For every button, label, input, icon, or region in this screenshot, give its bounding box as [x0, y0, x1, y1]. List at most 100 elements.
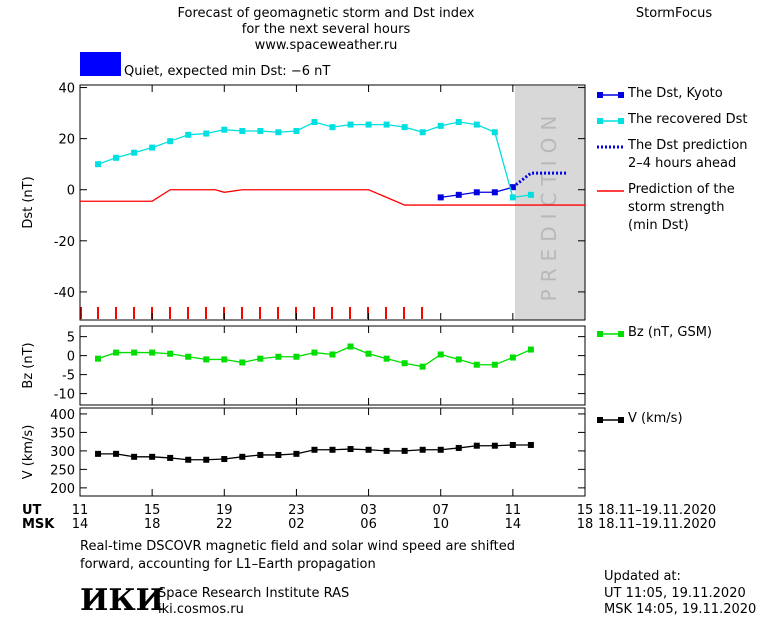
marker: [365, 121, 372, 128]
legend-entry: Prediction of the storm strength (min Ds…: [628, 182, 735, 233]
marker: [149, 453, 156, 460]
marker: [311, 349, 318, 356]
date-range: 18.11–19.11.2020: [598, 517, 716, 532]
marker: [311, 119, 318, 126]
x2-tick-label: 10: [432, 517, 449, 532]
marker: [167, 138, 174, 145]
marker: [113, 349, 120, 356]
marker: [185, 456, 192, 463]
status: Quiet, expected min Dst: −6 nT: [124, 64, 330, 79]
marker: [527, 346, 534, 353]
marker: [257, 451, 264, 458]
marker: [347, 343, 354, 350]
title-line: for the next several hours: [242, 22, 411, 37]
legend-entry: V (km/s): [628, 411, 683, 426]
marker: [473, 361, 480, 368]
x-tick-label: 19: [216, 503, 233, 518]
marker: [419, 446, 426, 453]
updated: MSK 14:05, 19.11.2020: [604, 602, 756, 617]
marker: [293, 450, 300, 457]
marker: [455, 444, 462, 451]
marker: [329, 446, 336, 453]
y-tick-label: 250: [50, 463, 75, 478]
marker: [131, 149, 138, 156]
marker: [329, 351, 336, 358]
y-tick-label: 0: [67, 184, 75, 199]
y-tick-label: 20: [58, 133, 75, 148]
marker: [527, 441, 534, 448]
series-line: [80, 189, 585, 206]
marker: [347, 121, 354, 128]
y-tick-label: 400: [50, 408, 75, 423]
x-tick-label: 03: [360, 503, 377, 518]
x-tick-label: 11: [505, 503, 522, 518]
data-flags: [80, 307, 423, 319]
marker: [419, 129, 426, 136]
marker: [239, 127, 246, 134]
marker: [221, 356, 228, 363]
y-tick-label: 300: [50, 445, 75, 460]
series-line: [97, 121, 531, 199]
legend-marker: [597, 331, 603, 337]
y-tick-label: 5: [67, 331, 75, 346]
x-tick-label: 11: [72, 503, 89, 518]
marker: [455, 191, 462, 198]
marker: [275, 353, 282, 360]
marker: [401, 124, 408, 131]
y-tick-label: 350: [50, 426, 75, 441]
marker: [365, 350, 372, 357]
legend-marker: [618, 92, 624, 98]
updated: Updated at:: [604, 569, 681, 584]
marker: [95, 161, 102, 168]
marker: [437, 194, 444, 201]
marker: [131, 349, 138, 356]
y-axis-label: V (km/s): [21, 425, 36, 480]
legend-marker: [597, 92, 603, 98]
marker: [329, 124, 336, 131]
marker: [419, 363, 426, 370]
marker: [221, 126, 228, 133]
marker: [95, 450, 102, 457]
x-tick-label: 15: [577, 503, 594, 518]
y-tick-label: 200: [50, 482, 75, 497]
x2-tick-label: 14: [72, 517, 89, 532]
institute: Space Research Institute RAS: [158, 586, 349, 601]
marker: [293, 353, 300, 360]
marker: [401, 447, 408, 454]
x-tick-label: 07: [432, 503, 449, 518]
y-tick-label: 0: [67, 350, 75, 365]
marker: [455, 119, 462, 126]
title-line: Forecast of geomagnetic storm and Dst in…: [177, 6, 474, 21]
y-tick-label: -5: [62, 369, 75, 384]
marker: [473, 442, 480, 449]
marker: [473, 189, 480, 196]
x2-tick-label: 02: [288, 517, 305, 532]
legend-marker: [618, 331, 624, 337]
y-tick-label: -40: [54, 286, 75, 301]
marker: [257, 127, 264, 134]
legend-entry: The Dst, Kyoto: [628, 86, 723, 101]
status-box: [80, 52, 121, 76]
marker: [203, 456, 210, 463]
marker: [149, 349, 156, 356]
x2-tick-label: 18: [577, 517, 594, 532]
marker: [149, 144, 156, 151]
marker: [113, 450, 120, 457]
y-axis-label: Bz (nT): [21, 342, 36, 388]
x-axis-label: UT: [22, 503, 42, 518]
marker: [509, 441, 516, 448]
marker: [401, 360, 408, 367]
marker: [167, 350, 174, 357]
marker: [509, 354, 516, 361]
legend-entry: Bz (nT, GSM): [628, 325, 713, 340]
y-tick-label: -20: [54, 235, 75, 250]
marker: [383, 447, 390, 454]
marker: [383, 355, 390, 362]
marker: [473, 121, 480, 128]
plot-frame: [79, 407, 586, 497]
marker: [257, 355, 264, 362]
legend-marker: [597, 417, 603, 423]
marker: [167, 454, 174, 461]
marker: [509, 194, 516, 201]
